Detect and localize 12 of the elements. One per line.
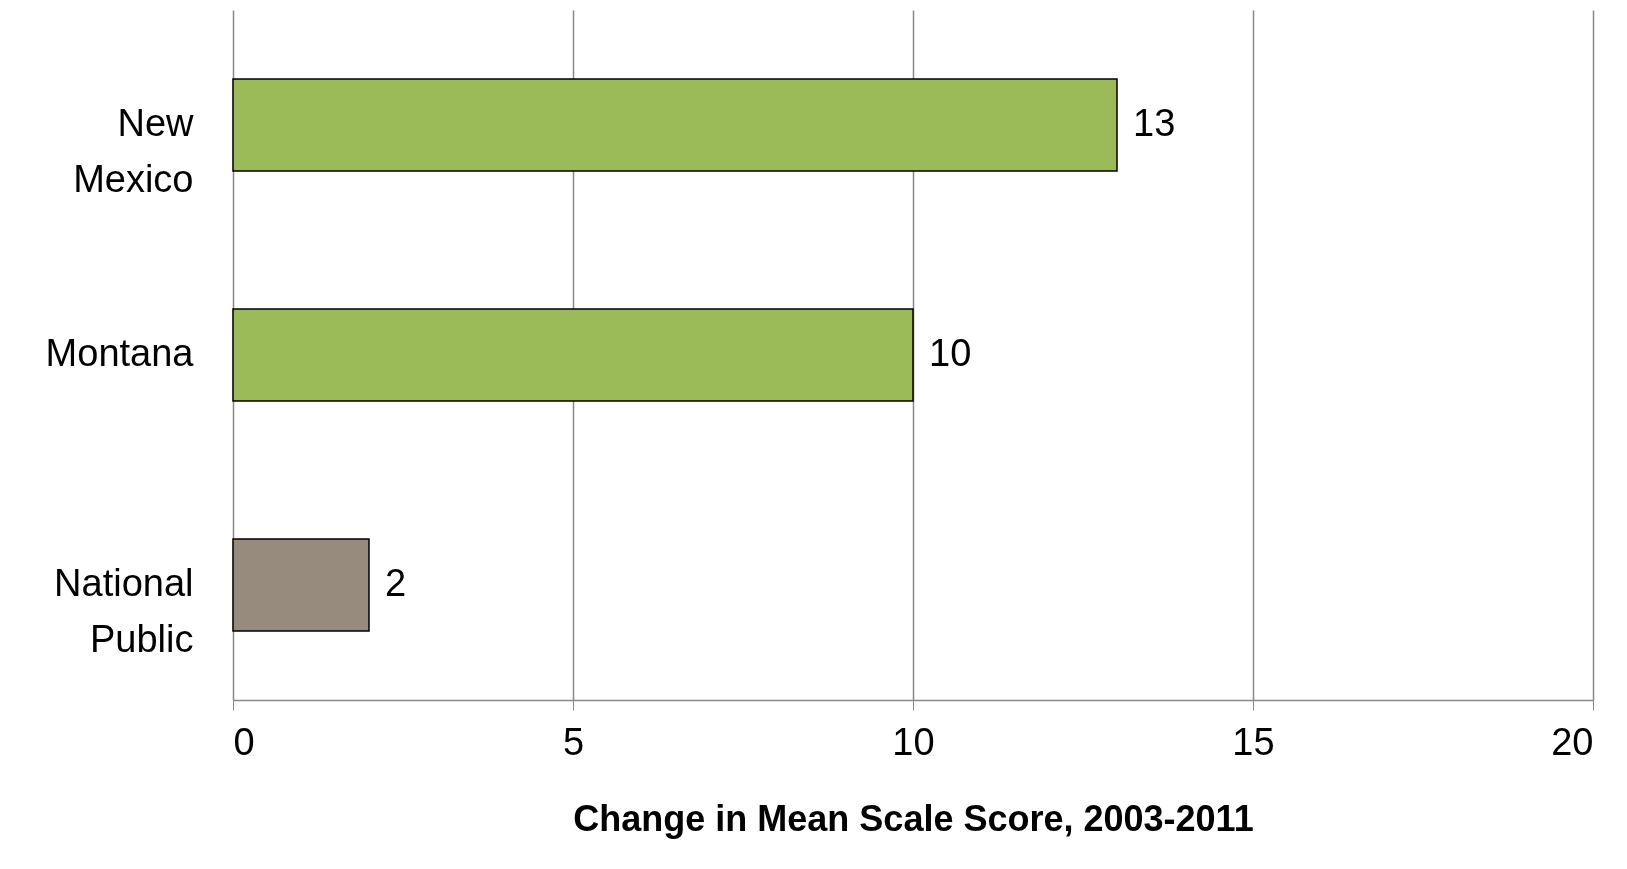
x-tick-label: 20 [1551,720,1594,763]
y-tick-label: New Mexico [73,102,195,200]
data-label: 13 [1133,102,1176,144]
data-label: 10 [929,332,972,374]
x-tick-label: 10 [892,720,935,763]
x-tick-label: 15 [1232,720,1275,763]
x-tick-label: 0 [233,720,255,763]
x-tick-label: 5 [562,720,585,763]
data-label: 2 [385,562,407,604]
y-tick-label: National Public [54,562,194,660]
y-tick-label: Montana [45,332,195,374]
x-axis-title: Change in Mean Scale Score, 2003-2011 [573,797,1254,839]
